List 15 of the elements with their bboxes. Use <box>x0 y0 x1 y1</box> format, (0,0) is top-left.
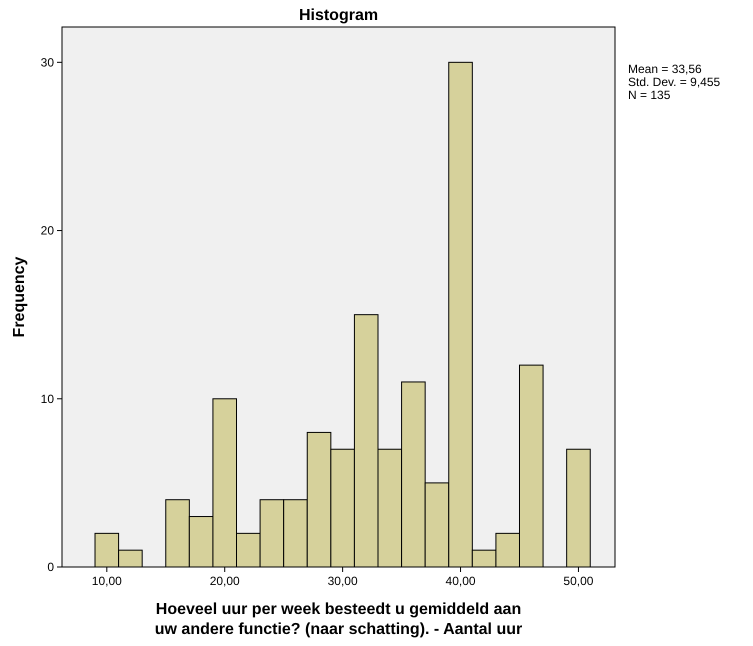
y-tick-label: 30 <box>40 55 54 70</box>
x-tick-label: 50,00 <box>563 574 594 588</box>
x-tick-label: 10,00 <box>92 574 122 588</box>
x-tick-label: 30,00 <box>328 574 358 588</box>
x-tick-label: 40,00 <box>446 574 476 588</box>
text: N = 135 <box>628 88 671 102</box>
text: Std. Dev. = 9,455 <box>628 75 720 89</box>
chart-title: Histogram <box>298 7 378 24</box>
y-tick-label: 10 <box>40 392 54 406</box>
x-tick-label: 20,00 <box>210 574 240 588</box>
x-axis-title: Hoeveel uur per week besteedt u gemiddeld aan uw andere functie? (naar schatting). - Aantal uur <box>154 601 522 638</box>
text: Mean = 33,56 <box>628 62 702 76</box>
y-axis-title: Frequency <box>11 256 28 338</box>
y-tick-label: 0 <box>47 560 54 574</box>
y-tick-label: 20 <box>40 224 54 238</box>
